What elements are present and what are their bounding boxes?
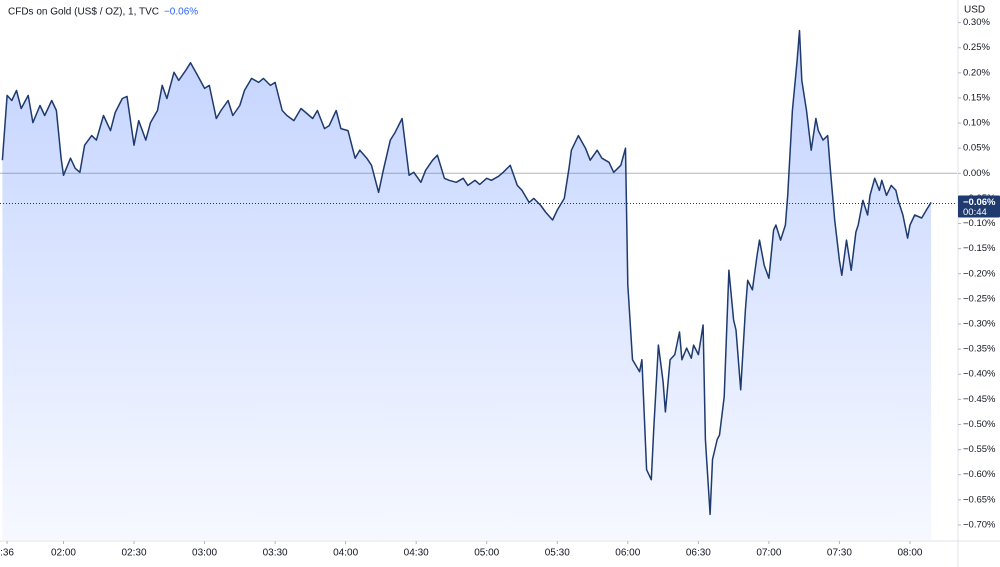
last-price-label: −0.06% — [963, 197, 996, 208]
x-tick-label: 02:00 — [51, 548, 76, 559]
x-tick-label: 03:30 — [263, 548, 288, 559]
y-tick-label: 0.10% — [963, 118, 990, 129]
y-unit: USD — [964, 5, 985, 16]
price-line — [1, 29, 932, 516]
y-tick-label: −0.15% — [963, 243, 996, 254]
x-tick-label: 06:00 — [615, 548, 640, 559]
area-fill — [2, 30, 932, 540]
y-tick-label: 0.15% — [963, 92, 990, 103]
x-tick-label: 04:30 — [404, 548, 429, 559]
y-tick-label: −0.10% — [963, 218, 996, 229]
y-tick-label: 0.00% — [963, 168, 990, 179]
x-tick-label: 03:00 — [192, 548, 217, 559]
x-tick-label: 04:00 — [333, 548, 358, 559]
last-price-badge — [958, 195, 1000, 218]
countdown: 00:44 — [963, 207, 987, 218]
y-tick-label: 0.05% — [963, 143, 990, 154]
y-tick-label: −0.50% — [963, 419, 996, 430]
y-tick-label: −0.65% — [963, 494, 996, 505]
plot-area — [0, 29, 957, 540]
y-tick-label: −0.45% — [963, 394, 996, 405]
y-tick-label: −0.25% — [963, 293, 996, 304]
x-tick-label: 05:00 — [474, 548, 499, 559]
x-tick-label: 07:30 — [827, 548, 852, 559]
header-change: −0.06% — [164, 7, 198, 18]
x-tick-label: 07:00 — [756, 548, 781, 559]
y-tick-label: −0.35% — [963, 344, 996, 355]
chart-title: CFDs on Gold (US$ / OZ), 1, TVC — [8, 7, 159, 18]
x-tick-label: 05:30 — [545, 548, 570, 559]
x-tick-label: 08:00 — [897, 548, 922, 559]
y-tick-label: −0.55% — [963, 444, 996, 455]
y-tick-label: −0.60% — [963, 469, 996, 480]
y-tick-label: −0.40% — [963, 369, 996, 380]
y-tick-label: −0.30% — [963, 319, 996, 330]
y-tick-label: 0.30% — [963, 17, 990, 28]
x-tick-label: :36 — [0, 548, 14, 559]
y-tick-label: 0.25% — [963, 42, 990, 53]
x-tick-label: 02:30 — [122, 548, 147, 559]
y-tick-label: 0.20% — [963, 67, 990, 78]
x-tick-label: 06:30 — [686, 548, 711, 559]
y-tick-label: −0.20% — [963, 268, 996, 279]
y-tick-label: −0.70% — [963, 519, 996, 530]
